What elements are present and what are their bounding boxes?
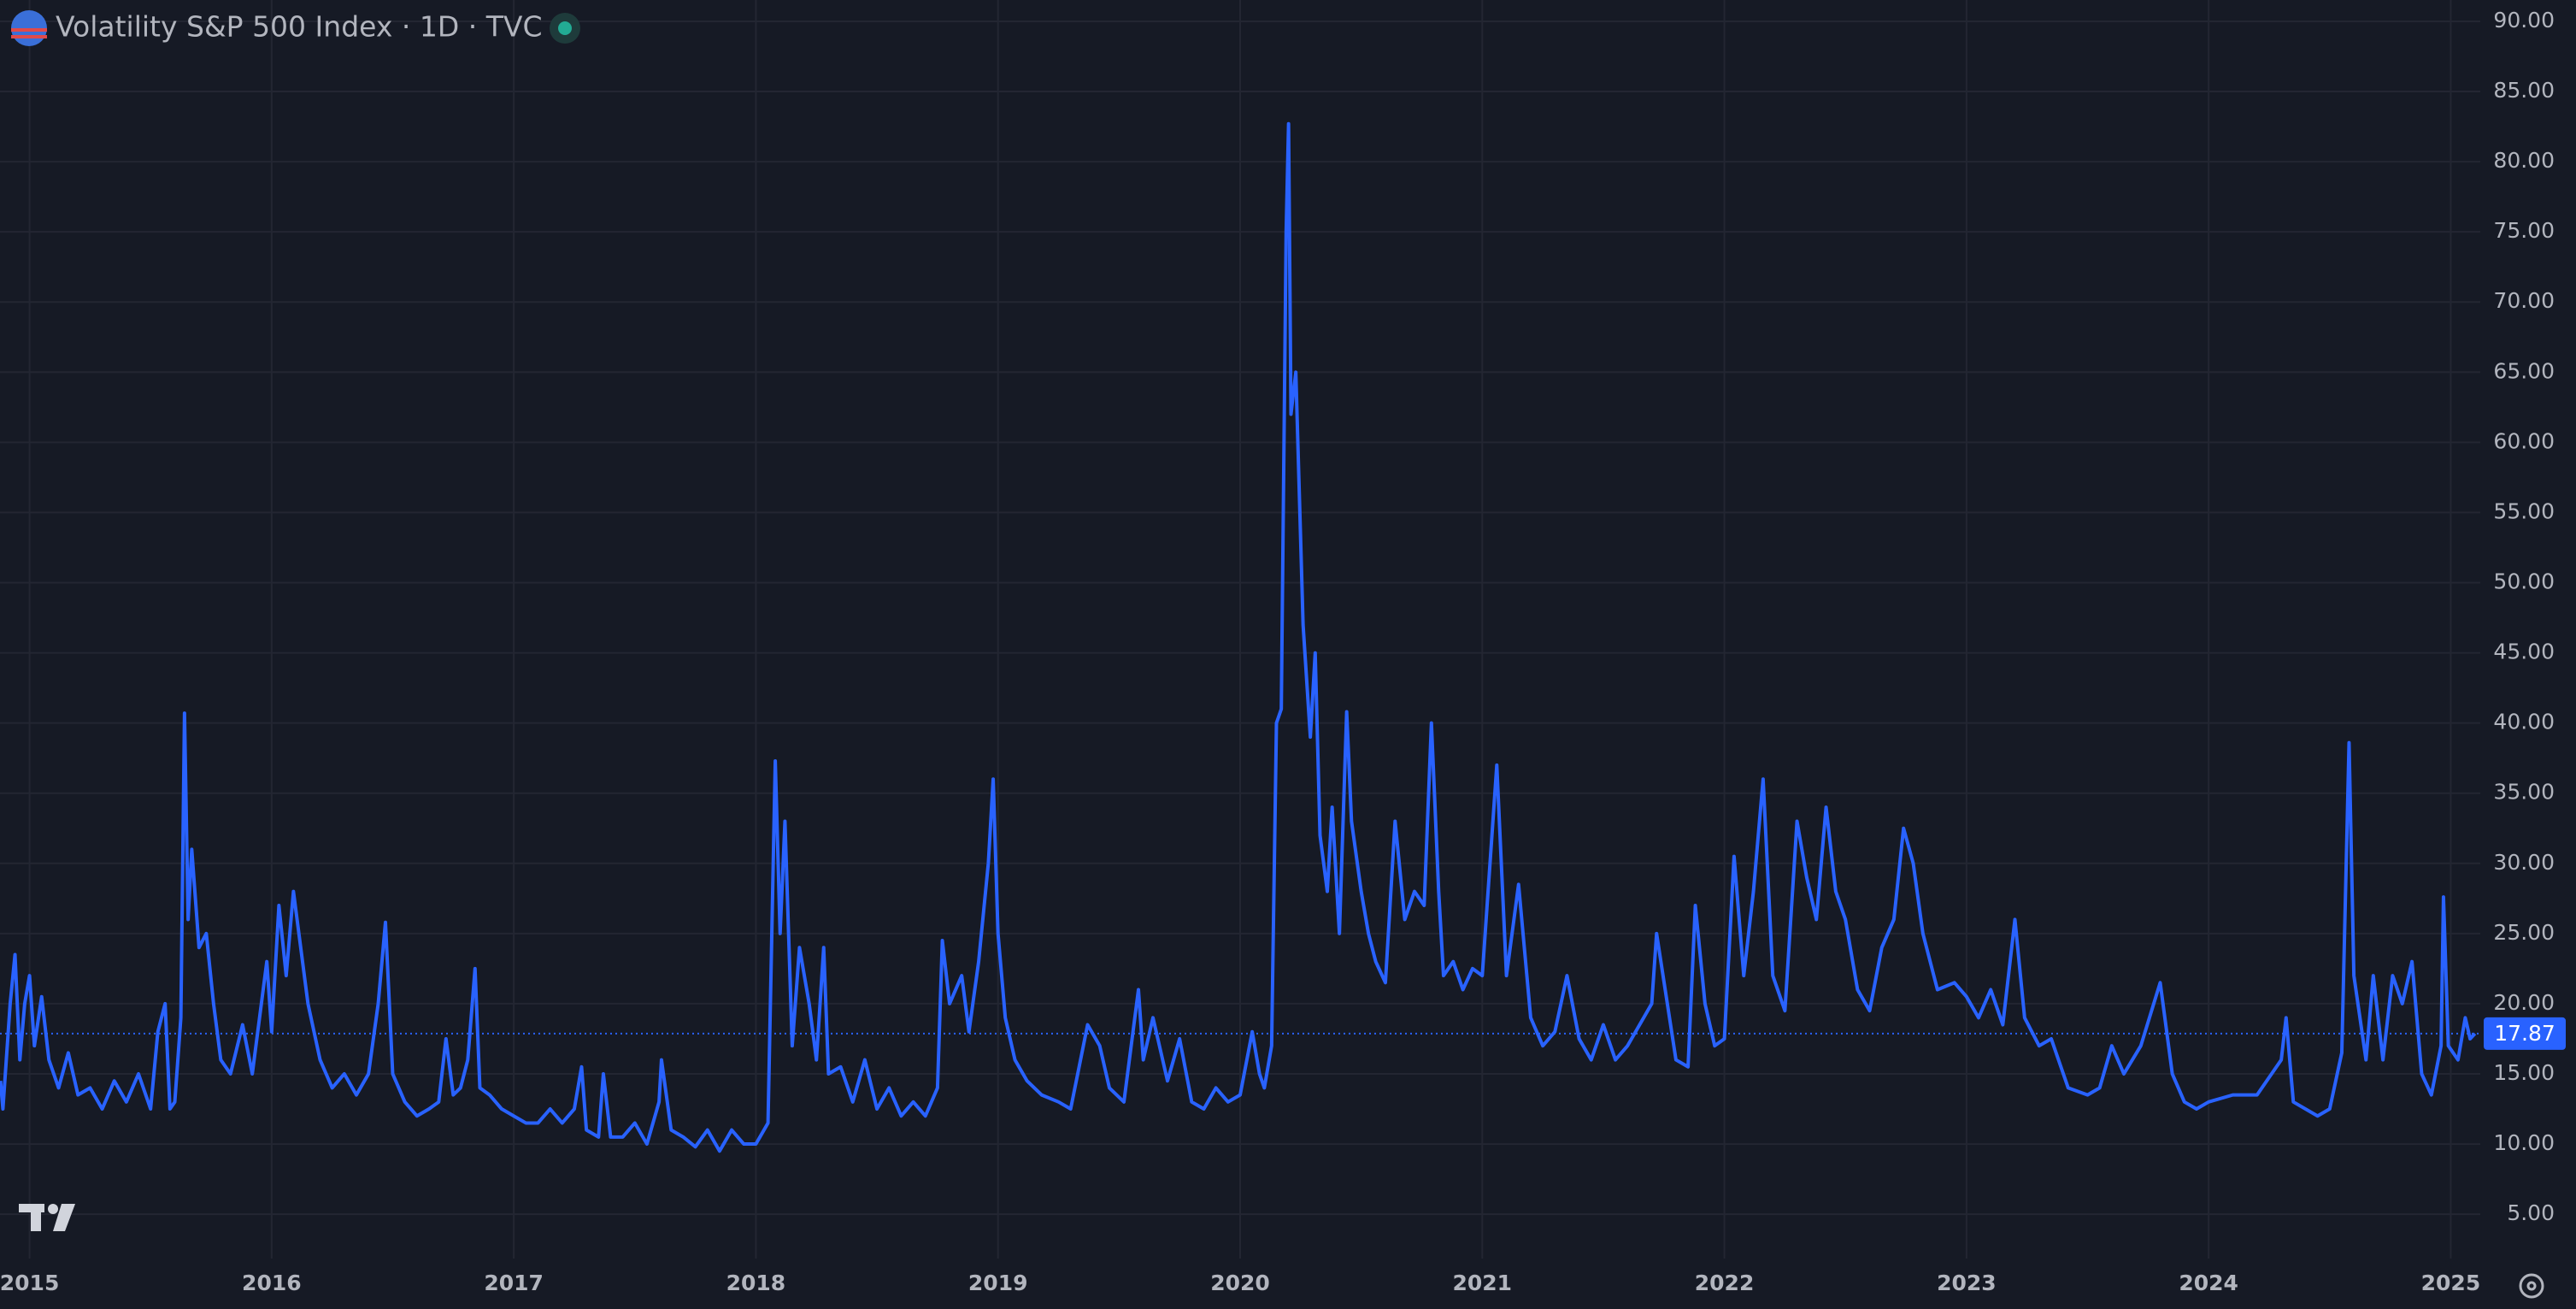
tv-logo (19, 1204, 75, 1231)
flag-stripe (11, 35, 47, 38)
y-tick-label: 50.00 (2493, 569, 2555, 594)
last-price-label: 17.87 (2494, 1021, 2555, 1046)
y-tick-label: 15.00 (2493, 1060, 2555, 1085)
symbol-header: Volatility S&P 500 Index · 1D · TVC (11, 10, 580, 46)
settings-icon[interactable] (2519, 1273, 2544, 1299)
status-dot (558, 21, 572, 35)
settings-center (2526, 1281, 2537, 1291)
logo-part (48, 1204, 58, 1214)
chart-title: Volatility S&P 500 Index · 1D · TVC (56, 10, 543, 44)
x-tick-label: 2018 (726, 1271, 786, 1295)
y-tick-label: 65.00 (2493, 358, 2555, 383)
y-tick-label: 75.00 (2493, 218, 2555, 243)
x-tick-label: 2023 (1937, 1271, 1997, 1295)
y-tick-label: 90.00 (2493, 8, 2555, 32)
flag-stripe (11, 28, 47, 32)
x-tick-label: 2017 (484, 1271, 544, 1295)
y-tick-label: 25.00 (2493, 920, 2555, 945)
y-tick-label: 60.00 (2493, 428, 2555, 453)
y-tick-label: 10.00 (2493, 1130, 2555, 1155)
y-tick-label: 30.00 (2493, 850, 2555, 875)
x-tick-label: 2024 (2179, 1271, 2238, 1295)
y-tick-label: 55.00 (2493, 498, 2555, 523)
settings-gear[interactable] (2519, 1273, 2544, 1299)
y-tick-label: 80.00 (2493, 148, 2555, 173)
x-tick-label: 2019 (968, 1271, 1028, 1295)
x-tick-label: 2015 (0, 1271, 59, 1295)
x-tick-label: 2022 (1695, 1271, 1755, 1295)
x-tick-label: 2020 (1210, 1271, 1270, 1295)
y-tick-label: 45.00 (2493, 640, 2555, 664)
y-tick-label: 70.00 (2493, 288, 2555, 313)
y-tick-label: 5.00 (2507, 1200, 2555, 1225)
y-tick-label: 35.00 (2493, 780, 2555, 805)
y-tick-label: 85.00 (2493, 78, 2555, 103)
price-line (0, 121, 2477, 1153)
y-tick-label: 20.00 (2493, 990, 2555, 1015)
y-tick-label: 40.00 (2493, 710, 2555, 734)
last-price-badge (2484, 1017, 2566, 1050)
x-tick-label: 2021 (1452, 1271, 1512, 1295)
logo-part (31, 1204, 41, 1231)
x-tick-label: 2025 (2421, 1271, 2481, 1295)
x-tick-label: 2016 (242, 1271, 302, 1295)
logo-part (53, 1204, 75, 1231)
